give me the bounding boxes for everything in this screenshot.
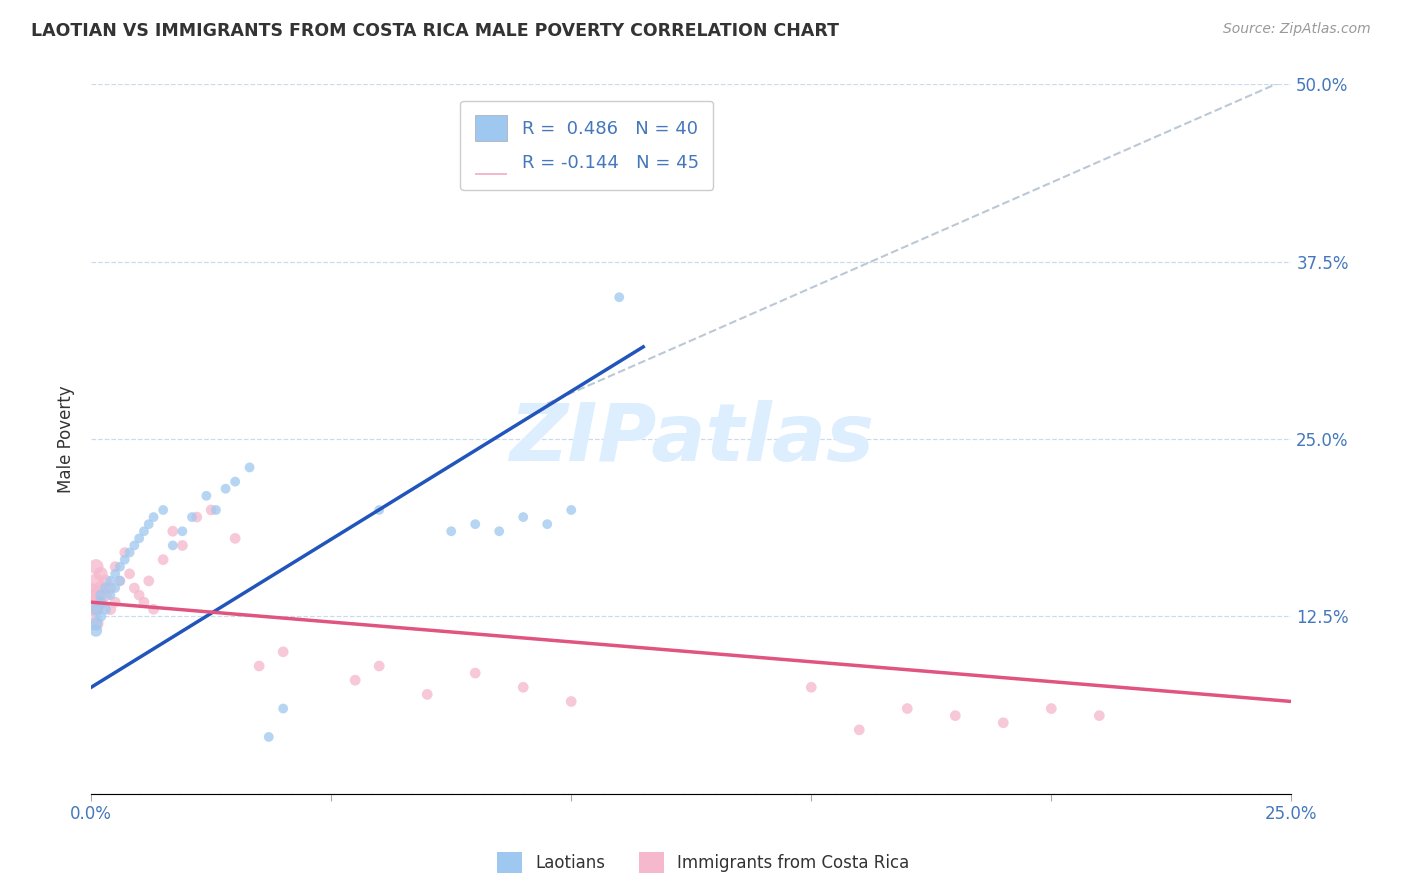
Point <box>94 588 117 602</box>
Point <box>181 510 204 524</box>
Point <box>90 609 112 624</box>
Point <box>344 673 367 688</box>
Point <box>1040 701 1063 715</box>
Point <box>172 538 194 552</box>
Point <box>80 595 103 609</box>
Point <box>90 566 112 581</box>
Point <box>132 595 155 609</box>
Point <box>224 532 246 546</box>
Point <box>214 482 236 496</box>
Point <box>142 510 165 524</box>
Point <box>84 588 107 602</box>
Point <box>943 708 966 723</box>
Point <box>108 574 131 588</box>
Text: Source: ZipAtlas.com: Source: ZipAtlas.com <box>1223 22 1371 37</box>
Point <box>94 581 117 595</box>
Point <box>84 602 107 616</box>
Point <box>271 645 294 659</box>
Point <box>90 581 112 595</box>
Point <box>84 624 107 638</box>
Point <box>118 566 141 581</box>
Point <box>368 503 391 517</box>
Point <box>416 687 439 701</box>
Point <box>195 489 218 503</box>
Point <box>114 545 136 559</box>
Point <box>271 701 294 715</box>
Point <box>114 552 136 566</box>
Point <box>224 475 246 489</box>
Point <box>368 659 391 673</box>
Point <box>94 574 117 588</box>
Point <box>896 701 918 715</box>
Point <box>464 666 486 681</box>
Point <box>186 510 208 524</box>
Point <box>152 552 174 566</box>
Point <box>94 602 117 616</box>
Point <box>800 681 823 695</box>
Point <box>993 715 1015 730</box>
Point <box>138 574 160 588</box>
Point <box>124 581 146 595</box>
Point <box>560 694 582 708</box>
Legend: R =  0.486   N = 40, R = -0.144   N = 45: R = 0.486 N = 40, R = -0.144 N = 45 <box>460 101 713 190</box>
Point <box>142 602 165 616</box>
Point <box>247 659 270 673</box>
Point <box>98 574 121 588</box>
Point <box>84 616 107 631</box>
Point <box>124 538 146 552</box>
Y-axis label: Male Poverty: Male Poverty <box>58 385 75 493</box>
Text: ZIPatlas: ZIPatlas <box>509 400 873 478</box>
Point <box>464 517 486 532</box>
Legend: Laotians, Immigrants from Costa Rica: Laotians, Immigrants from Costa Rica <box>491 846 915 880</box>
Point <box>108 574 131 588</box>
Point <box>84 616 107 631</box>
Point <box>512 510 534 524</box>
Point <box>1088 708 1111 723</box>
Point <box>84 559 107 574</box>
Point <box>536 517 558 532</box>
Point <box>84 602 107 616</box>
Point <box>162 524 184 539</box>
Point <box>98 588 121 602</box>
Point <box>90 588 112 602</box>
Point <box>257 730 280 744</box>
Point <box>132 524 155 539</box>
Point <box>152 503 174 517</box>
Point <box>104 581 127 595</box>
Point <box>104 595 127 609</box>
Point <box>205 503 228 517</box>
Point <box>104 559 127 574</box>
Point <box>172 524 194 539</box>
Point <box>90 595 112 609</box>
Point <box>104 566 127 581</box>
Point <box>98 602 121 616</box>
Point <box>239 460 262 475</box>
Point <box>848 723 870 737</box>
Point <box>200 503 222 517</box>
Point <box>138 517 160 532</box>
Point <box>488 524 510 539</box>
Point <box>560 503 582 517</box>
Point <box>440 524 463 539</box>
Point <box>607 290 630 304</box>
Point <box>128 588 150 602</box>
Point <box>84 574 107 588</box>
Point <box>98 581 121 595</box>
Text: LAOTIAN VS IMMIGRANTS FROM COSTA RICA MALE POVERTY CORRELATION CHART: LAOTIAN VS IMMIGRANTS FROM COSTA RICA MA… <box>31 22 839 40</box>
Point <box>80 588 103 602</box>
Point <box>108 559 131 574</box>
Point <box>128 532 150 546</box>
Point <box>118 545 141 559</box>
Point <box>512 681 534 695</box>
Point <box>90 595 112 609</box>
Point <box>162 538 184 552</box>
